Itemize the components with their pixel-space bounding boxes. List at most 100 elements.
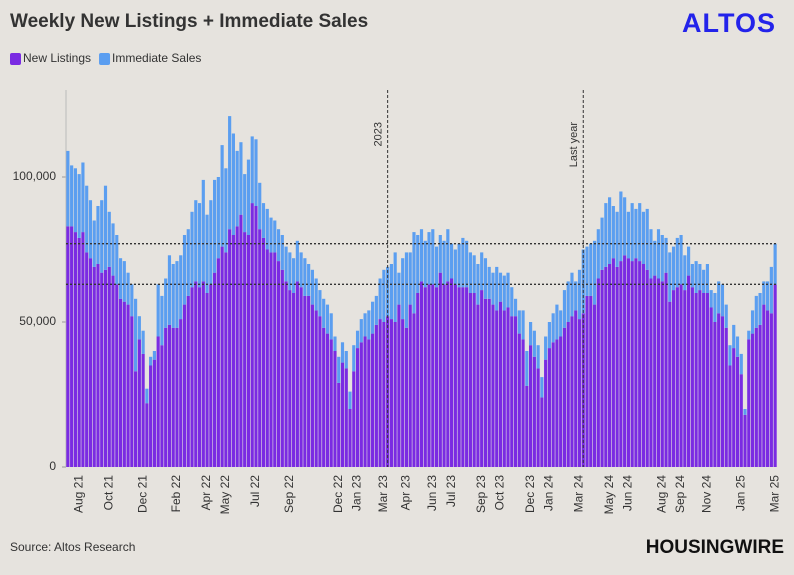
bar-segment [70,165,74,227]
bar-segment [292,293,296,467]
bar-segment [747,339,751,467]
bar-segment [442,284,446,467]
bar-segment [529,322,533,346]
bar-segment [371,301,375,334]
bar-segment [348,391,352,409]
bar-segment [551,342,555,467]
bar-segment [137,316,141,340]
bar-segment [115,284,119,467]
bar-segment [340,342,345,363]
bar-segment [276,261,281,467]
bar-segment [495,310,499,467]
bar-segment [671,246,676,291]
bar-segment [649,278,653,467]
bar-segment [457,243,461,288]
bar-segment [687,275,691,467]
bar-segment [461,287,465,467]
x-tick-label: Apr 23 [399,475,413,511]
bar-segment [374,295,378,325]
bar-segment [182,235,187,305]
bar-segment [292,258,296,293]
bar-segment [175,261,179,328]
bar-segment [438,235,442,273]
bar-segment [431,284,435,467]
bar-segment [431,229,435,285]
bar-segment [630,203,634,262]
bar-segment [194,200,198,282]
bar-segment [243,232,247,467]
bar-segment [224,168,228,253]
bar-segment [126,304,130,467]
bar-segment [766,310,770,467]
bar-segment [690,287,694,467]
bar-segment [476,304,480,467]
bar-segment [713,322,717,467]
bar-segment [600,269,604,467]
bar-segment [457,287,461,467]
bar-segment [656,229,661,279]
bar-segment [596,278,600,467]
bar-segment [85,252,89,467]
bar-segment [480,290,484,467]
bar-segment [532,356,536,467]
bar-segment [254,206,258,467]
bar-segment [355,330,360,349]
bar-segment [555,339,559,467]
bar-segment [103,269,108,467]
bar-segment [325,333,330,467]
bar-segment [675,237,679,288]
bar-segment [190,287,194,467]
bar-segment [446,281,450,467]
bar-segment [480,252,484,291]
bar-segment [754,327,758,467]
bar-segment [502,275,506,311]
bar-segment [228,116,232,230]
bar-segment [615,211,619,267]
bar-segment [231,235,235,467]
bar-segment [152,351,156,360]
bar-segment [276,229,281,262]
bar-segment [111,275,115,467]
bar-segment [382,322,386,467]
bar-segment [299,287,303,467]
bar-segment [66,226,70,467]
bar-segment [363,313,367,337]
bar-segment [96,264,100,467]
publisher-logo: HOUSINGWIRE [646,537,784,558]
bar-segment [186,229,190,296]
bar-segment [190,211,194,288]
bar-segment [732,324,736,349]
bar-segment [743,414,747,467]
bar-segment [664,272,668,467]
bar-segment [739,374,743,467]
bar-segment [367,310,371,340]
bar-segment [660,235,664,282]
bar-segment [747,330,751,340]
bar-segment [194,281,198,467]
bar-segment [521,339,525,467]
bar-segment [359,342,363,467]
bar-segment [337,382,341,467]
bar-segment [698,264,702,291]
bar-segment [465,240,469,288]
bar-segment [258,182,262,230]
bar-segment [269,217,273,253]
bar-segment [401,319,405,467]
bar-segment [265,208,269,250]
bar-segment [611,258,615,467]
bar-segment [412,232,416,314]
bar-segment [378,278,382,320]
bar-segment [149,365,153,467]
bar-segment [630,261,634,467]
bar-segment [96,206,100,264]
bar-segment [566,281,570,322]
bar-segment [623,197,627,256]
bar-segment [540,397,544,467]
bar-segment [754,295,758,328]
bar-segment [698,290,702,467]
bar-segment [427,232,431,285]
bar-segment [483,298,488,467]
x-tick-label: Sep 23 [474,475,488,513]
bar-segment [115,235,119,285]
bar-segment [717,281,721,314]
